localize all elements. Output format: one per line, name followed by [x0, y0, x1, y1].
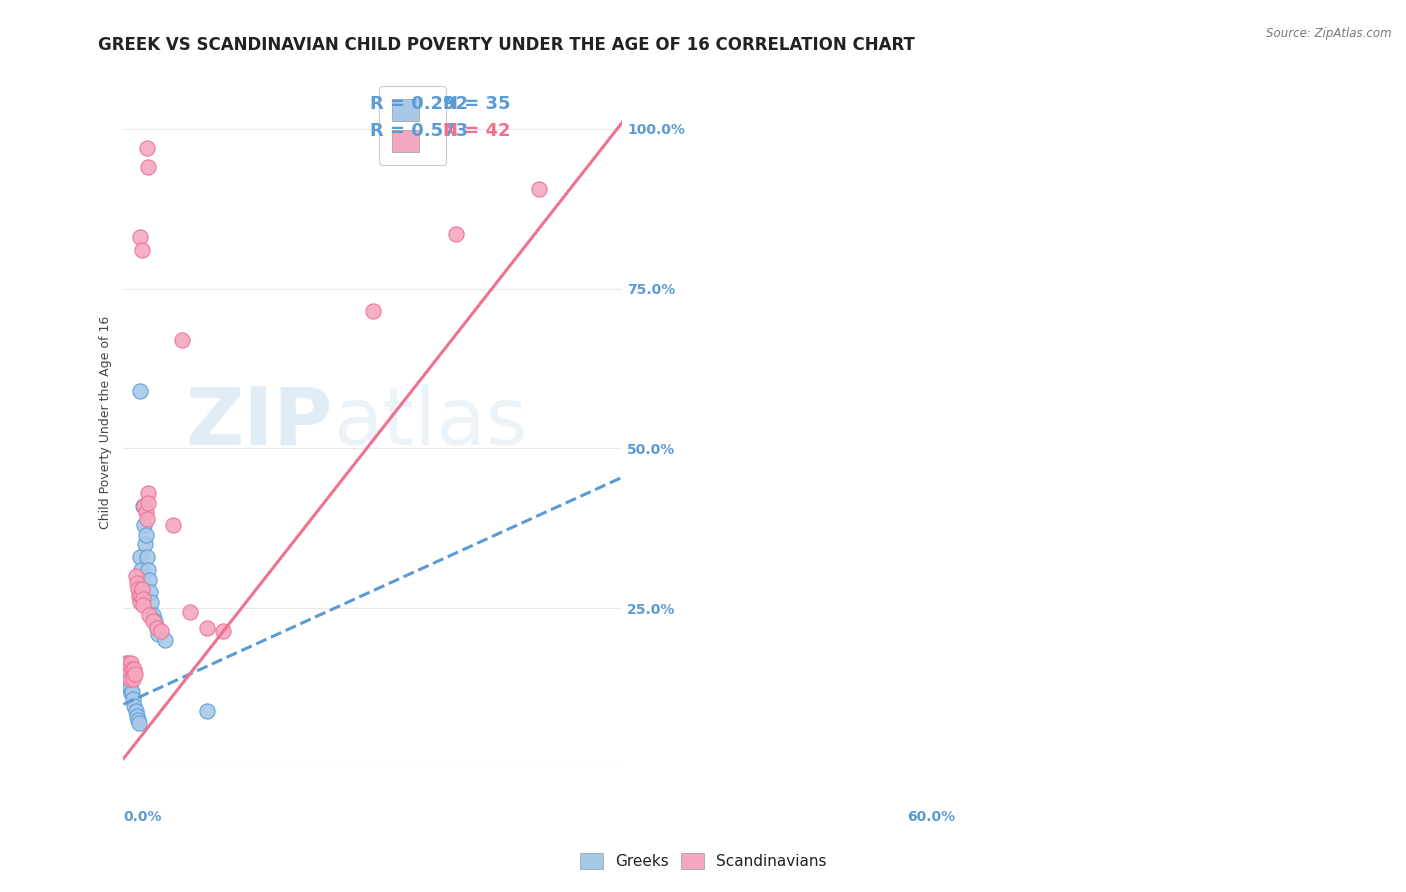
Point: [129, 563, 152, 577]
Point: [129, 384, 152, 398]
Point: [121, 662, 143, 676]
Point: [115, 656, 138, 670]
Point: [361, 304, 384, 318]
Text: Source: ZipAtlas.com: Source: ZipAtlas.com: [1267, 27, 1392, 40]
Text: R = 0.292: R = 0.292: [370, 95, 468, 112]
Point: [139, 595, 162, 609]
Point: [124, 662, 146, 676]
Point: [138, 607, 160, 622]
Point: [125, 575, 148, 590]
Point: [115, 668, 138, 682]
Point: [124, 666, 146, 681]
Point: [127, 714, 149, 728]
Point: [118, 674, 141, 689]
Text: 60.0%: 60.0%: [907, 810, 955, 823]
Point: [120, 681, 142, 696]
Point: [134, 537, 156, 551]
Point: [138, 160, 160, 174]
Point: [127, 582, 149, 596]
Point: [131, 582, 153, 596]
Point: [129, 550, 152, 565]
Point: [115, 668, 138, 682]
Point: [170, 333, 193, 347]
Point: [134, 499, 156, 513]
Point: [117, 674, 139, 689]
Point: [117, 662, 139, 676]
Point: [121, 692, 143, 706]
Point: [128, 716, 150, 731]
Point: [129, 230, 152, 244]
Point: [143, 614, 166, 628]
Point: [145, 621, 167, 635]
Point: [115, 662, 138, 676]
Point: [125, 569, 148, 583]
Point: [142, 614, 165, 628]
Point: [139, 585, 162, 599]
Point: [145, 621, 167, 635]
Point: [124, 698, 146, 713]
Point: [129, 595, 152, 609]
Point: [162, 518, 184, 533]
Point: [135, 512, 157, 526]
Point: [117, 656, 139, 670]
Point: [128, 589, 150, 603]
Point: [132, 499, 155, 513]
Point: [212, 624, 235, 638]
Point: [444, 227, 467, 242]
Point: [195, 621, 218, 635]
Point: [135, 141, 157, 155]
Point: [136, 486, 159, 500]
Text: R = 0.573: R = 0.573: [370, 122, 468, 140]
Point: [132, 598, 155, 612]
Point: [122, 672, 145, 686]
Point: [153, 633, 176, 648]
Point: [179, 605, 201, 619]
Point: [142, 607, 165, 622]
Y-axis label: Child Poverty Under the Age of 16: Child Poverty Under the Age of 16: [100, 317, 112, 530]
Point: [131, 243, 153, 257]
Point: [135, 528, 157, 542]
Point: [195, 704, 218, 718]
Legend:  ,  : ,: [380, 87, 447, 165]
Point: [121, 666, 143, 681]
Point: [120, 686, 142, 700]
Point: [131, 575, 153, 590]
Point: [125, 704, 148, 718]
Point: [120, 656, 142, 670]
Point: [138, 563, 160, 577]
Point: [138, 573, 160, 587]
Point: [129, 589, 152, 603]
Point: [529, 182, 551, 196]
Text: N = 35: N = 35: [443, 95, 510, 112]
Point: [131, 591, 153, 606]
Point: [131, 589, 153, 603]
Point: [115, 662, 138, 676]
Point: [134, 518, 156, 533]
Text: GREEK VS SCANDINAVIAN CHILD POVERTY UNDER THE AGE OF 16 CORRELATION CHART: GREEK VS SCANDINAVIAN CHILD POVERTY UNDE…: [98, 36, 915, 54]
Point: [120, 672, 142, 686]
Point: [125, 708, 148, 723]
Point: [149, 624, 172, 638]
Point: [118, 666, 141, 681]
Text: N = 42: N = 42: [443, 122, 510, 140]
Point: [135, 550, 157, 565]
Point: [148, 627, 170, 641]
Text: atlas: atlas: [333, 384, 527, 462]
Text: 0.0%: 0.0%: [124, 810, 162, 823]
Point: [138, 496, 160, 510]
Point: [121, 684, 143, 698]
Legend: Greeks, Scandinavians: Greeks, Scandinavians: [574, 847, 832, 875]
Text: ZIP: ZIP: [186, 384, 333, 462]
Point: [135, 505, 157, 519]
Point: [117, 679, 139, 693]
